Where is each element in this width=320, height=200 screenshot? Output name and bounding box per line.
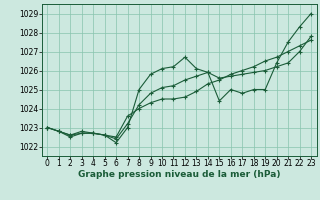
X-axis label: Graphe pression niveau de la mer (hPa): Graphe pression niveau de la mer (hPa): [78, 170, 280, 179]
